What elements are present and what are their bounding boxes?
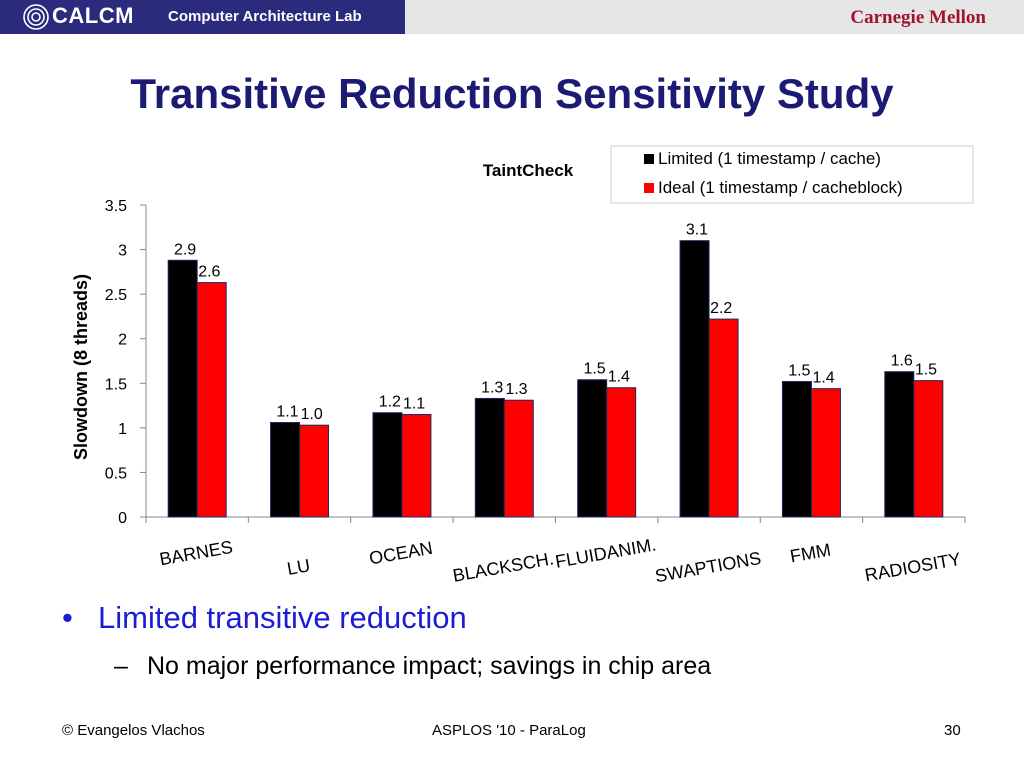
bar-ideal xyxy=(913,380,944,518)
y-axis-title: Slowdown (8 threads) xyxy=(71,274,91,460)
x-category-label: BLACKSCH. xyxy=(451,548,555,585)
sub-bullet-marker: – xyxy=(114,652,128,680)
bar-ideal xyxy=(196,282,227,518)
footer-author: © Evangelos Vlachos xyxy=(62,722,205,739)
x-category-label: OCEAN xyxy=(368,538,435,569)
y-tick-label: 3 xyxy=(118,243,127,260)
bar-limited xyxy=(167,259,198,518)
bullet-1: • Limited transitive reduction xyxy=(62,600,467,636)
data-label: 1.2 xyxy=(379,394,401,411)
logo-text: CALCM xyxy=(52,3,134,28)
y-tick-label: 0.5 xyxy=(105,465,127,482)
x-category-label: BARNES xyxy=(158,537,234,570)
y-tick-label: 2.5 xyxy=(105,287,127,304)
sub-bullet-1: – No major performance impact; savings in… xyxy=(114,652,711,681)
data-label: 2.9 xyxy=(174,241,196,258)
footer-venue: ASPLOS '10 - ParaLog xyxy=(432,722,586,739)
data-label: 1.5 xyxy=(583,361,605,378)
slide-title: Transitive Reduction Sensitivity Study xyxy=(130,70,894,117)
y-tick-label: 1.5 xyxy=(105,376,127,393)
x-axis-labels: BARNES LU OCEAN BLACKSCH.FLUIDANIM.SWAPTION… xyxy=(158,534,962,586)
bars: 2.92.61.1 1.01.2 1.11.3 1.31.5 1.43.12.21.5 1… xyxy=(167,222,944,518)
data-label: 1.4 xyxy=(812,370,834,387)
legend-label-limited: Limited (1 timestamp / cache) xyxy=(658,149,881,168)
legend-swatch-limited xyxy=(644,154,654,164)
bar-ideal xyxy=(810,388,841,518)
y-tick-label: 1 xyxy=(118,421,127,438)
bar-limited xyxy=(679,240,710,518)
sub-bullet-text: No major performance impact; savings in … xyxy=(147,652,712,680)
x-category-label: RADIOSITY xyxy=(863,549,962,586)
bullet-marker: • xyxy=(62,600,73,635)
x-category-label: SWAPTIONS xyxy=(653,548,762,586)
slide-header: CALCM Computer Architecture Lab Carnegie… xyxy=(0,0,1024,34)
data-label: 2.2 xyxy=(710,300,732,317)
bar-ideal xyxy=(299,424,330,518)
lab-name: Computer Architecture Lab xyxy=(168,8,362,25)
data-label: 1.4 xyxy=(608,369,630,386)
bar-limited xyxy=(781,381,812,518)
bar-limited xyxy=(577,379,608,518)
data-label: 2.6 xyxy=(198,264,220,281)
data-label: 3.1 xyxy=(686,222,708,239)
y-tick-label: 0 xyxy=(118,510,127,527)
bullet-text: Limited transitive reduction xyxy=(98,600,467,635)
bar-limited xyxy=(474,397,505,518)
bar-limited xyxy=(372,412,403,518)
legend-swatch-ideal xyxy=(644,183,654,193)
x-category-label: LU xyxy=(285,555,311,579)
chart-title: TaintCheck xyxy=(483,161,574,180)
bar-limited xyxy=(884,371,915,518)
bar-ideal xyxy=(503,399,534,518)
bar-chart: 00.511.522.533.5 2.92.61.1 1.01.2 1.11.3 1.… xyxy=(71,145,974,586)
data-label: 1.3 xyxy=(505,381,527,398)
calcm-logo-icon xyxy=(23,4,49,30)
bar-ideal xyxy=(401,413,432,518)
y-tick-label: 3.5 xyxy=(105,198,127,215)
data-label: 1.5 xyxy=(915,362,937,379)
x-category-label: FLUIDANIM. xyxy=(554,534,658,571)
x-category-label: FMM xyxy=(788,540,832,567)
data-label: 1.6 xyxy=(891,353,913,370)
university-logo: Carnegie Mellon xyxy=(850,7,986,28)
data-label: 1.0 xyxy=(301,406,323,423)
data-label: 1.1 xyxy=(403,395,425,412)
data-label: 1.3 xyxy=(481,379,503,396)
legend-label-ideal: Ideal (1 timestamp / cacheblock) xyxy=(658,178,903,197)
y-tick-label: 2 xyxy=(118,332,127,349)
data-label: 1.1 xyxy=(276,404,298,421)
data-label: 1.5 xyxy=(788,363,810,380)
footer-page-number: 30 xyxy=(944,722,961,739)
bar-ideal xyxy=(606,387,637,518)
bar-ideal xyxy=(708,318,739,518)
header-banner: CALCM Computer Architecture Lab xyxy=(0,0,405,34)
legend: Limited (1 timestamp / cache) Ideal (1 t… xyxy=(610,145,974,204)
bar-limited xyxy=(270,422,301,518)
